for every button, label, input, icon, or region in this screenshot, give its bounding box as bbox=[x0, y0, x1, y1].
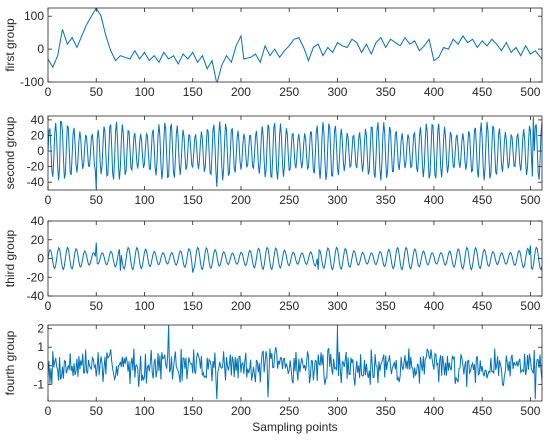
x-tick-label: 150 bbox=[183, 299, 203, 313]
x-tick-label: 150 bbox=[183, 404, 203, 418]
x-tick-label: 0 bbox=[45, 404, 52, 418]
x-tick-label: 250 bbox=[279, 85, 299, 99]
x-tick-label: 350 bbox=[376, 299, 396, 313]
x-tick-label: 400 bbox=[424, 299, 444, 313]
series-line-1 bbox=[48, 8, 542, 82]
series-line-2 bbox=[48, 116, 542, 189]
y-axis-label: fourth group bbox=[3, 330, 17, 395]
subplot-2: 0 50 100 150 200 250 300 350 400 450 500 -40-20 0 204… bbox=[3, 113, 543, 207]
axes-box bbox=[47, 7, 543, 83]
subplot-1: 0 50 100 150 200 250 300 350 400 450 500-1000100fi… bbox=[3, 7, 543, 99]
x-tick-label: 450 bbox=[472, 299, 492, 313]
series-line-3 bbox=[48, 242, 542, 273]
y-tick-label: -1 bbox=[33, 377, 44, 391]
x-tick-label: 400 bbox=[424, 193, 444, 207]
x-tick-label: 100 bbox=[134, 404, 154, 418]
x-tick-label: 200 bbox=[231, 404, 251, 418]
x-tick-label: 200 bbox=[231, 299, 251, 313]
x-tick-label: 50 bbox=[90, 193, 104, 207]
series-line-4 bbox=[48, 325, 542, 400]
y-tick-label: -40 bbox=[27, 175, 45, 189]
x-tick-label: 400 bbox=[424, 404, 444, 418]
y-tick-label: 40 bbox=[31, 214, 45, 228]
y-tick-label: 20 bbox=[31, 233, 45, 247]
x-tick-label: 250 bbox=[279, 404, 299, 418]
x-tick-label: 300 bbox=[327, 193, 347, 207]
y-axis-label: third group bbox=[3, 229, 17, 287]
subplot-3: 0 50 100 150 200 250 300 350 400 450 500 -40 -20 0 20 4… bbox=[3, 214, 543, 313]
x-tick-label: 100 bbox=[134, 85, 154, 99]
x-tick-label: 300 bbox=[327, 85, 347, 99]
y-tick-label: 0 bbox=[37, 144, 44, 158]
y-tick-label: -20 bbox=[27, 270, 45, 284]
y-tick-label: 20 bbox=[31, 128, 45, 142]
y-tick-label: 40 bbox=[31, 113, 45, 127]
x-tick-label: 150 bbox=[183, 85, 203, 99]
y-tick-label: 100 bbox=[24, 9, 44, 23]
y-tick-label: 0 bbox=[37, 42, 44, 56]
x-tick-label: 400 bbox=[424, 85, 444, 99]
x-tick-label: 450 bbox=[472, 404, 492, 418]
y-tick-label: 1 bbox=[37, 340, 44, 354]
x-tick-label: 250 bbox=[279, 193, 299, 207]
y-tick-label: -20 bbox=[27, 160, 45, 174]
x-tick-label: 300 bbox=[327, 404, 347, 418]
x-tick-label: 100 bbox=[134, 299, 154, 313]
x-tick-label: 500 bbox=[520, 85, 540, 99]
x-tick-label: 250 bbox=[279, 299, 299, 313]
y-tick-label: -40 bbox=[27, 289, 45, 303]
x-tick-label: 500 bbox=[520, 299, 540, 313]
x-tick-label: 500 bbox=[520, 193, 540, 207]
x-tick-label: 0 bbox=[45, 85, 52, 99]
x-tick-label: 450 bbox=[472, 85, 492, 99]
y-tick-label: 2 bbox=[37, 322, 44, 336]
x-tick-label: 450 bbox=[472, 193, 492, 207]
x-tick-label: 200 bbox=[231, 193, 251, 207]
x-tick-label: 150 bbox=[183, 193, 203, 207]
y-axis-label: first group bbox=[3, 18, 17, 72]
y-tick-label: 0 bbox=[37, 252, 44, 266]
x-tick-label: 500 bbox=[520, 404, 540, 418]
subplot-4: 0 50 100 150 200 250 300 350 400 450 500-1012fourt… bbox=[3, 322, 543, 434]
x-tick-label: 350 bbox=[376, 404, 396, 418]
x-tick-label: 50 bbox=[90, 299, 104, 313]
x-tick-label: 200 bbox=[231, 85, 251, 99]
y-tick-label: 0 bbox=[37, 359, 44, 373]
x-tick-label: 300 bbox=[327, 299, 347, 313]
axes-box bbox=[47, 115, 543, 191]
y-tick-label: -100 bbox=[20, 75, 44, 89]
x-tick-label: 350 bbox=[376, 193, 396, 207]
x-axis-label: Sampling points bbox=[252, 420, 337, 434]
x-tick-label: 350 bbox=[376, 85, 396, 99]
axes-box bbox=[47, 324, 543, 402]
x-tick-label: 50 bbox=[90, 404, 104, 418]
x-tick-label: 50 bbox=[90, 85, 104, 99]
x-tick-label: 0 bbox=[45, 299, 52, 313]
x-tick-label: 0 bbox=[45, 193, 52, 207]
y-axis-label: second group bbox=[3, 116, 17, 189]
x-tick-label: 100 bbox=[134, 193, 154, 207]
